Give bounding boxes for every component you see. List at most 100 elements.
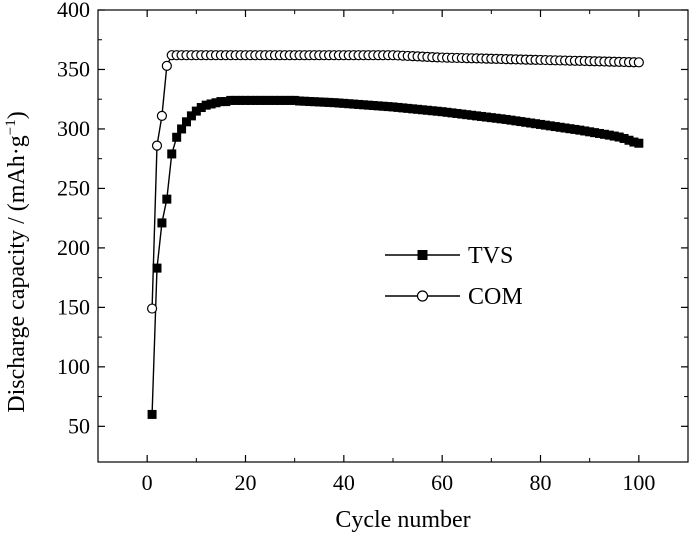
data-point-tvs (162, 194, 172, 204)
series-tvs (147, 95, 644, 419)
data-point-tvs (403, 103, 413, 113)
data-point-tvs (186, 111, 196, 121)
x-tick-label: 80 (530, 470, 552, 495)
data-point-tvs (206, 99, 216, 109)
data-point-tvs (595, 128, 604, 138)
data-point-tvs (491, 113, 501, 123)
data-point-tvs (472, 111, 482, 121)
legend-marker-circle (416, 290, 429, 302)
data-point-tvs (300, 96, 309, 106)
data-point-tvs (368, 101, 378, 111)
data-point-tvs (270, 95, 280, 105)
data-point-tvs (354, 99, 364, 109)
data-point-tvs (457, 109, 467, 119)
series-layer (146, 50, 644, 419)
data-point-tvs (496, 114, 506, 124)
data-point-tvs (422, 105, 432, 115)
data-point-tvs (408, 104, 418, 114)
data-point-tvs (201, 100, 211, 110)
data-point-tvs (481, 112, 491, 122)
data-point-tvs (295, 96, 305, 106)
data-point-tvs (580, 126, 590, 136)
data-point-tvs (540, 120, 550, 130)
y-tick-label: 200 (57, 235, 90, 260)
data-point-tvs (526, 118, 536, 128)
series-line-com (151, 54, 639, 309)
data-point-tvs (521, 117, 531, 127)
axis-ticks (98, 9, 688, 462)
data-point-tvs (516, 117, 526, 127)
data-point-tvs (555, 122, 565, 132)
data-point-tvs (152, 263, 162, 273)
y-tick-label: 150 (57, 294, 90, 319)
data-point-tvs (378, 101, 388, 111)
data-point-tvs (477, 111, 486, 121)
plot-border (97, 9, 689, 463)
data-point-tvs (265, 95, 275, 105)
data-point-tvs (373, 101, 383, 111)
y-tick-label: 100 (57, 354, 90, 379)
data-point-tvs (250, 95, 260, 105)
data-point-tvs (447, 108, 457, 118)
data-point-tvs (418, 105, 427, 115)
data-point-tvs (280, 95, 290, 105)
legend-label: COM (468, 284, 523, 310)
data-point-tvs (609, 131, 619, 141)
data-point-tvs (290, 95, 300, 105)
data-point-tvs (629, 137, 639, 147)
data-point-tvs (221, 97, 231, 107)
tick-labels: 50 100 150 200 250 300 350 400 0 20 40 60 80 100 (57, 0, 655, 495)
data-point-tvs (172, 132, 182, 142)
data-point-tvs (599, 129, 609, 139)
data-point-com (156, 110, 168, 121)
data-point-tvs (359, 100, 368, 110)
data-point-tvs (349, 99, 359, 109)
data-point-tvs (216, 97, 226, 107)
data-point-tvs (531, 119, 541, 129)
data-point-tvs (614, 132, 624, 142)
data-point-tvs (501, 114, 511, 124)
data-point-tvs (585, 127, 595, 137)
data-point-tvs (604, 130, 614, 140)
x-axis-title: Cycle number (335, 507, 470, 533)
y-tick-label: 250 (57, 175, 90, 200)
plot-frame (97, 9, 689, 463)
data-point-tvs (442, 107, 452, 117)
data-point-tvs (329, 98, 339, 108)
y-axis-title-close: ) (4, 111, 30, 119)
y-tick-label: 400 (57, 0, 90, 22)
data-point-tvs (427, 106, 437, 116)
data-point-tvs (398, 103, 408, 113)
data-point-tvs (147, 409, 157, 419)
data-point-tvs (285, 95, 295, 105)
data-point-tvs (196, 103, 206, 113)
data-point-tvs (236, 95, 246, 105)
data-point-tvs (167, 149, 177, 159)
legend-item-tvs: TVS (385, 243, 513, 269)
data-point-tvs (452, 108, 462, 118)
legend: TVS COM (385, 243, 523, 310)
data-point-tvs (413, 104, 423, 114)
data-point-com (151, 140, 163, 151)
data-point-tvs (255, 95, 265, 105)
data-point-tvs (619, 133, 629, 143)
data-point-tvs (506, 115, 516, 125)
data-point-tvs (575, 125, 585, 135)
data-point-tvs (388, 102, 398, 112)
data-point-tvs (191, 106, 201, 116)
data-point-tvs (486, 113, 496, 123)
series-com (146, 50, 644, 314)
legend-marker-square (417, 250, 428, 260)
data-point-tvs (182, 117, 191, 127)
data-point-tvs (344, 99, 354, 109)
y-tick-label: 300 (57, 116, 90, 141)
data-point-tvs (241, 95, 250, 105)
legend-label: TVS (468, 243, 513, 269)
series-line-tvs (151, 99, 639, 415)
data-point-tvs (467, 110, 477, 120)
y-axis-title-main: Discharge capacity / (mAh·g (4, 135, 30, 412)
y-axis-title: Discharge capacity / (mAh·g−1) (3, 111, 30, 412)
data-point-com (633, 57, 644, 68)
data-point-tvs (177, 124, 187, 134)
